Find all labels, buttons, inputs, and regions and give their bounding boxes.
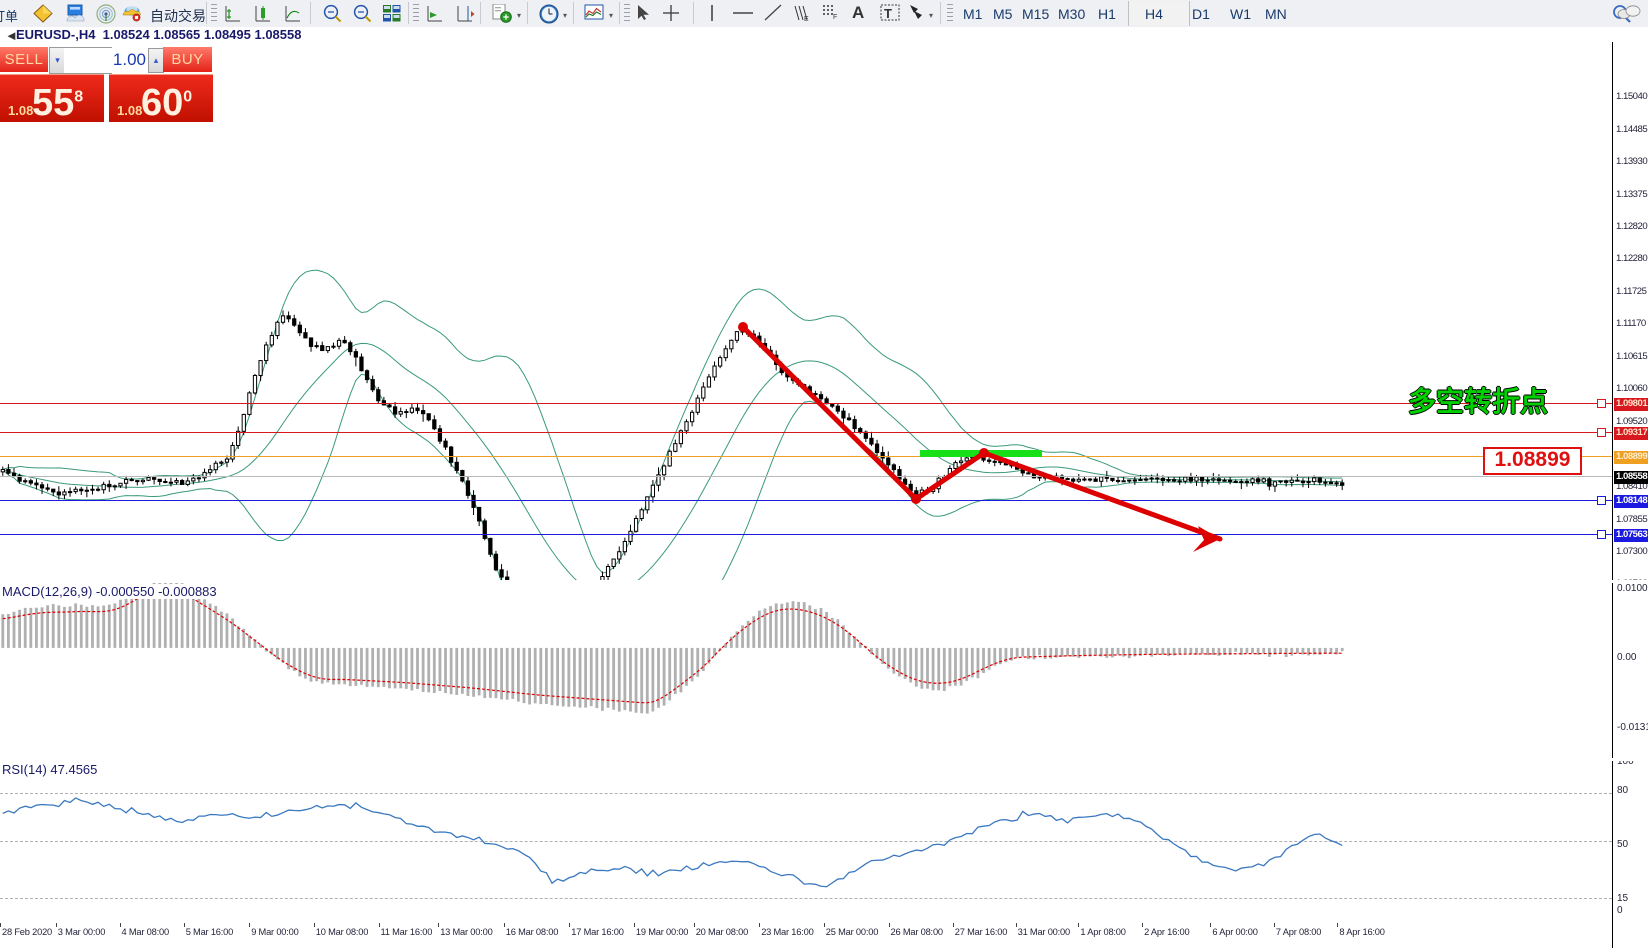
svg-text:E: E [804,16,809,22]
svg-text:F: F [833,14,837,20]
svg-text:T: T [884,6,892,21]
